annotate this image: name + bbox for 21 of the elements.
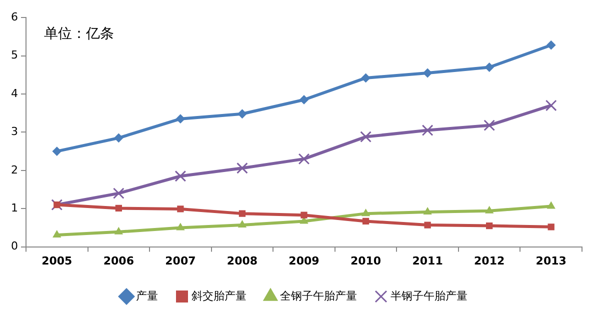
legend-label: 全钢子午胎产量	[280, 289, 357, 302]
x-tick-label: 2009	[288, 254, 320, 268]
x-tick-label: 2011	[412, 254, 443, 268]
y-tick-label: 2	[11, 163, 18, 176]
x-tick-label: 2012	[474, 254, 505, 268]
x-tick-label: 2013	[536, 254, 566, 268]
x-tick-label: 2008	[226, 254, 258, 268]
annotation: 单位：亿条	[44, 26, 114, 42]
y-tick-label: 0	[11, 240, 18, 253]
x-tick-label: 2006	[103, 254, 134, 268]
x-tick-label: 2007	[165, 254, 196, 268]
y-tick-label: 5	[11, 48, 18, 62]
y-tick-label: 6	[11, 10, 18, 24]
legend-label: 产量	[136, 289, 158, 302]
legend-label: 半钢子午胎产量	[390, 289, 468, 302]
y-tick-label: 1	[11, 201, 18, 214]
legend-label: 斜交胎产量	[192, 289, 246, 302]
x-tick-label: 2010	[350, 254, 382, 268]
y-tick-label: 4	[11, 86, 18, 100]
y-tick-label: 3	[11, 125, 18, 138]
x-tick-label: 2005	[42, 254, 72, 268]
